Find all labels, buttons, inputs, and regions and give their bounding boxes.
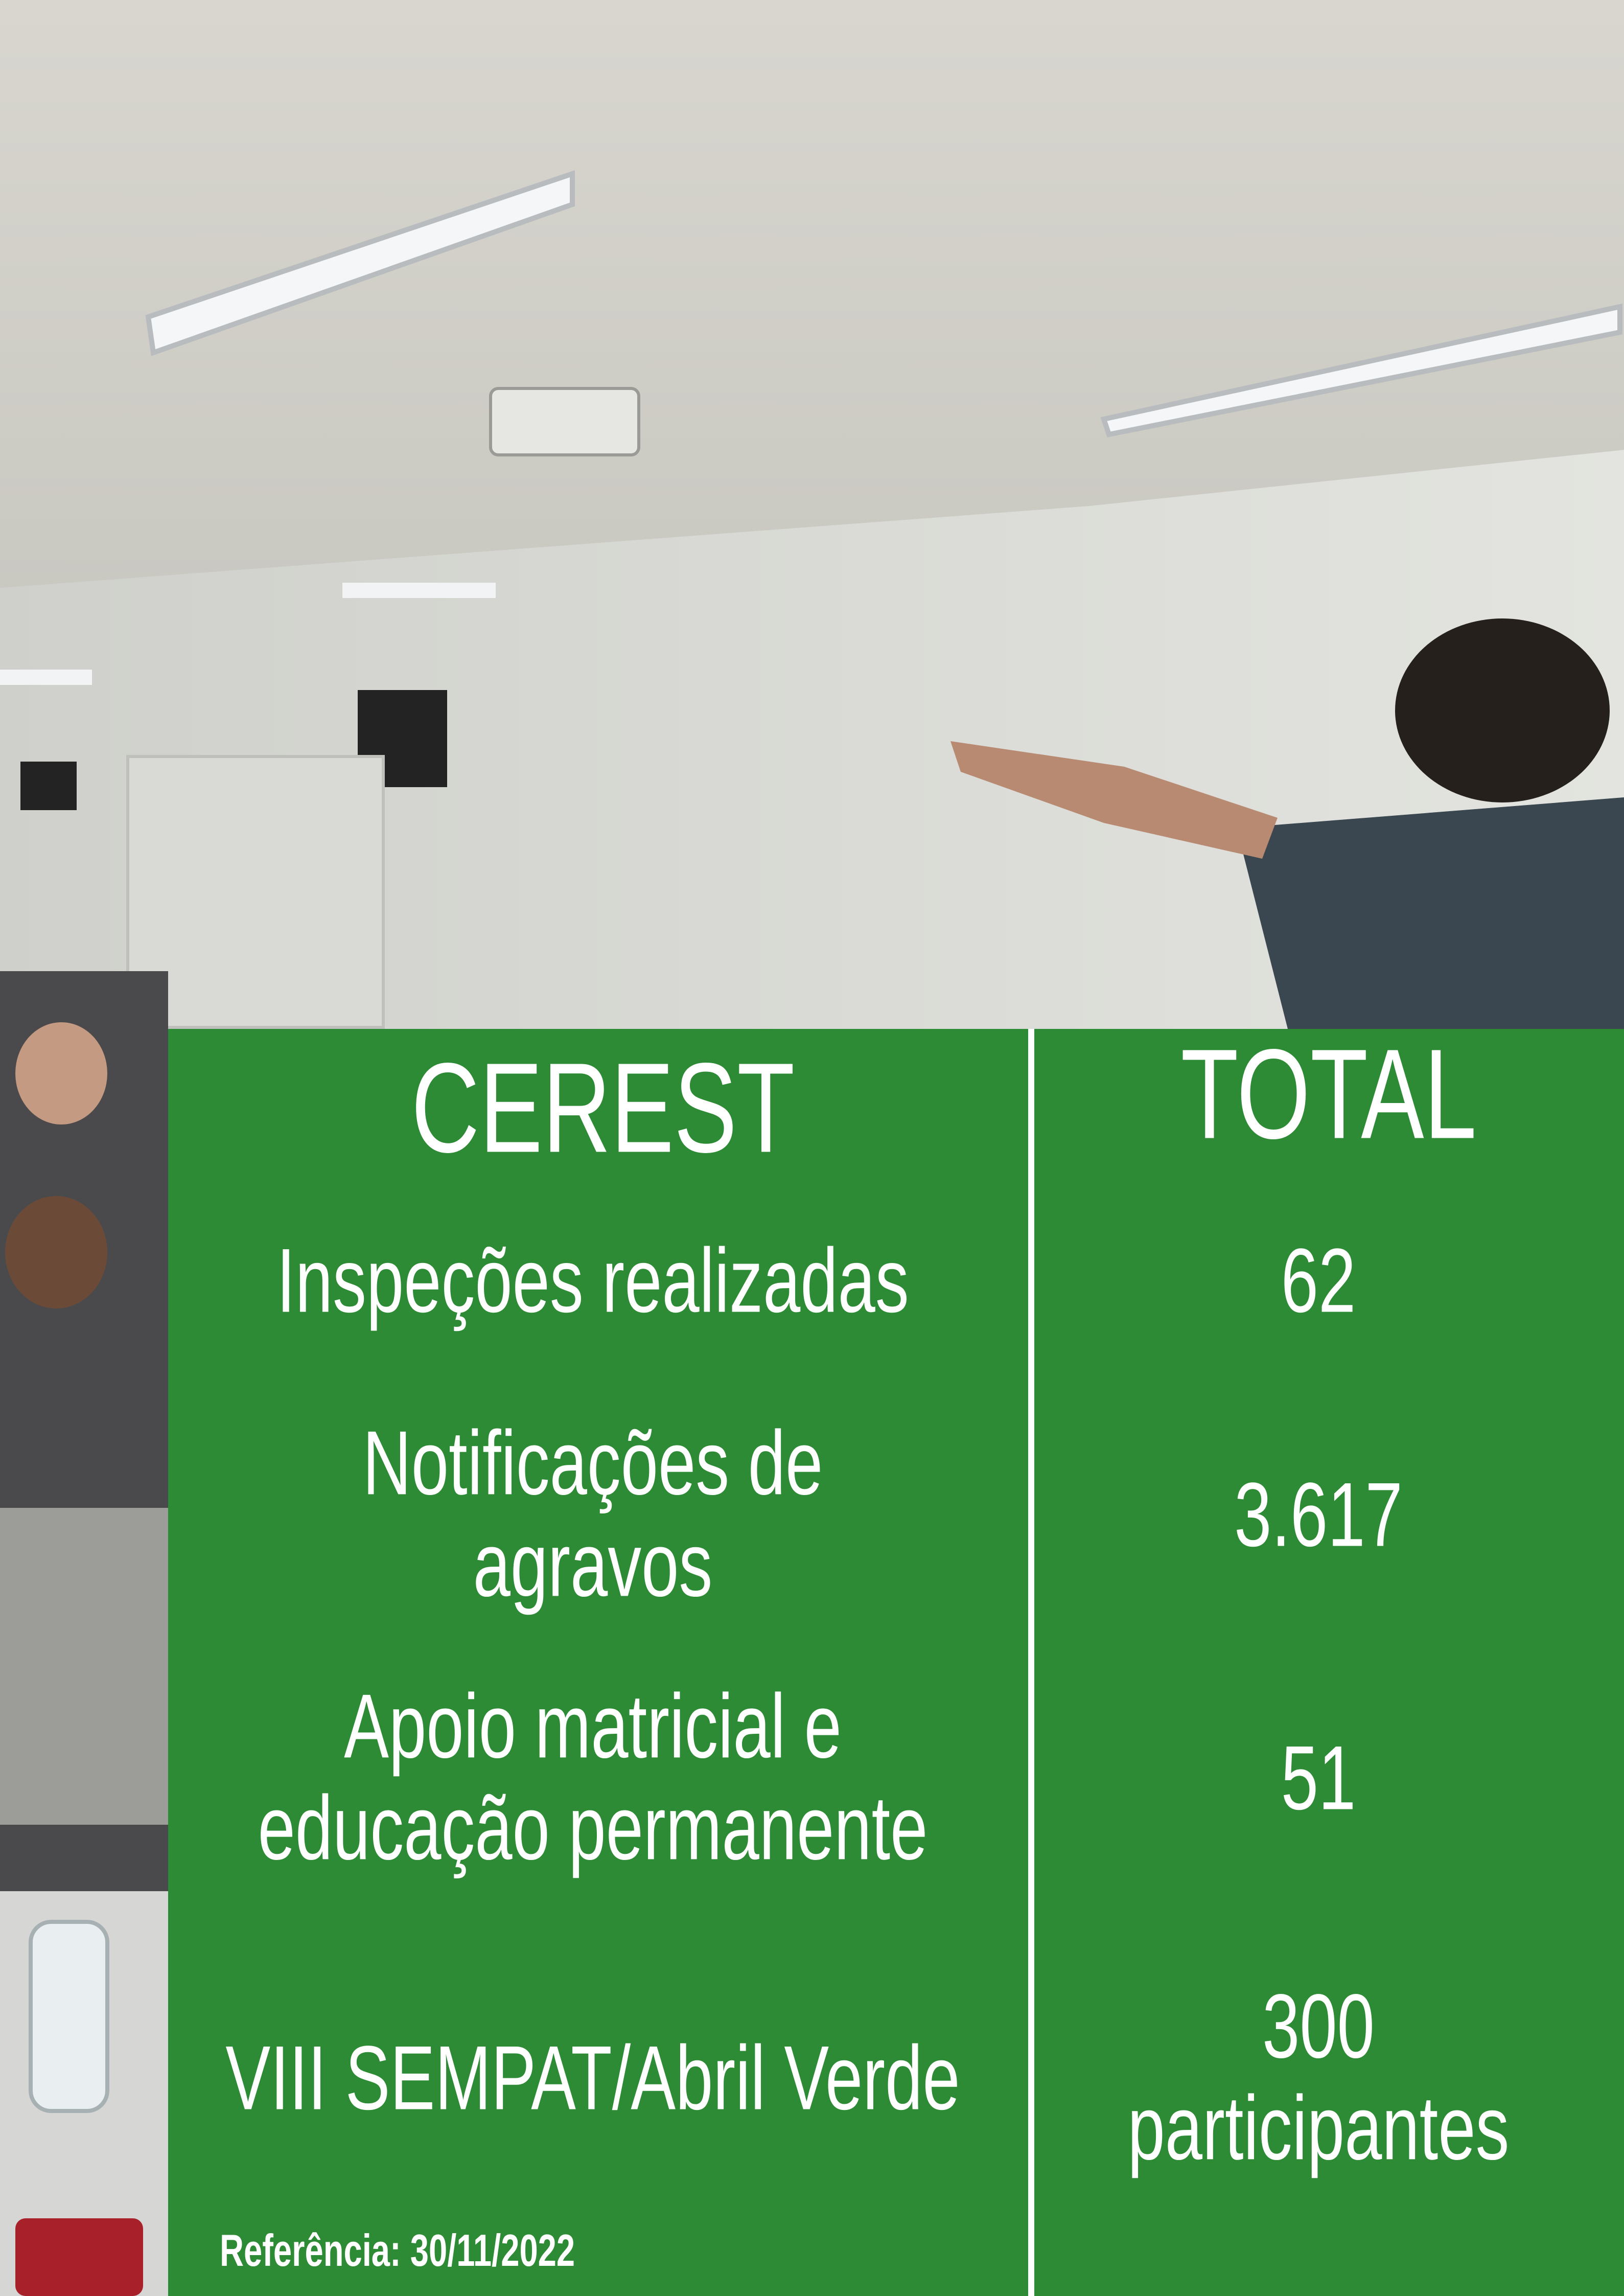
row-label: agravos [363, 1514, 823, 1616]
table-cell: 62 [1268, 1228, 1369, 1333]
row-label: Notificações de [363, 1412, 823, 1513]
cell-content: 51 [1281, 1727, 1356, 1829]
row-label: Apoio matricial e [258, 1675, 928, 1777]
poster: {"header": {"col1": "CEREST", "col2": "T… [0, 0, 1624, 2296]
row-value: 300 [1128, 1975, 1510, 2077]
table-cell: VIII SEMPAT/Abril Verde [97, 2026, 1089, 2130]
cell-content: 62 [1281, 1230, 1356, 1331]
row-label: educação permanente [258, 1777, 928, 1879]
header-text: CEREST [411, 1035, 795, 1181]
header-text: TOTAL [1180, 1021, 1476, 1167]
column-header: CEREST [344, 1035, 862, 1181]
row-value: 62 [1281, 1230, 1356, 1331]
audience-person [5, 1196, 107, 1308]
cell-content: Inspeções realizadas [276, 1230, 909, 1331]
row-value: participantes [1128, 2077, 1510, 2179]
table-cell: Inspeções realizadas [166, 1228, 1020, 1333]
ceiling-light [0, 670, 92, 685]
presenter-body [1237, 797, 1624, 1029]
column-header: TOTAL [1129, 1021, 1529, 1167]
ceiling-light [342, 583, 496, 598]
row-label: VIII SEMPAT/Abril Verde [225, 2027, 960, 2129]
reference: Referência: 30/11/2022 [220, 2224, 700, 2277]
sanitizer-bottle [31, 1922, 107, 2111]
speaker [20, 762, 77, 810]
audience-person [15, 1022, 107, 1124]
presenter-head [1395, 618, 1610, 802]
cell-content: VIII SEMPAT/Abril Verde [225, 2027, 960, 2129]
row-label: Inspeções realizadas [276, 1230, 909, 1331]
table-cell: 3.617 [1204, 1462, 1432, 1567]
cell-content: 3.617 [1234, 1464, 1403, 1566]
phone [15, 2218, 143, 2296]
row-value: 51 [1281, 1727, 1356, 1829]
row-value: 3.617 [1234, 1464, 1403, 1566]
reference-text: Referência: 30/11/2022 [220, 2224, 575, 2277]
table-cell: 51 [1268, 1726, 1369, 1830]
projector [491, 388, 639, 455]
